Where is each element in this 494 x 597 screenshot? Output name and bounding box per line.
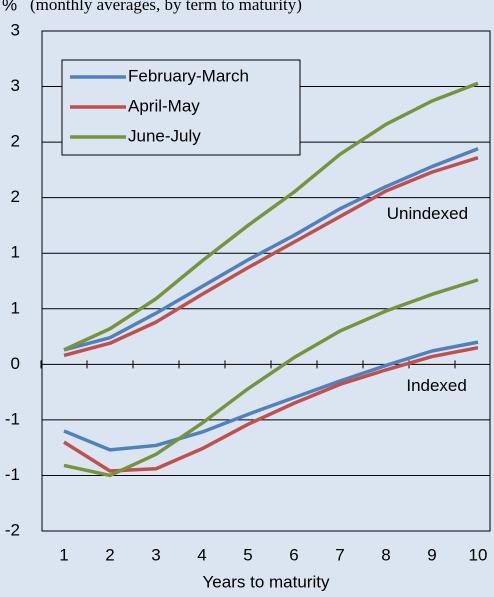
y-tick-label: 0 xyxy=(11,354,20,373)
x-tick-label: 5 xyxy=(243,545,252,564)
x-tick-label: 9 xyxy=(427,545,436,564)
y-tick-label: -1 xyxy=(5,465,20,484)
series-line xyxy=(63,155,479,358)
y-tick-label: 3 xyxy=(11,76,20,95)
x-tick-label: 6 xyxy=(289,545,298,564)
legend-label: April-May xyxy=(128,96,200,115)
y-tick-label: 1 xyxy=(11,243,20,262)
x-tick-label: 2 xyxy=(105,545,114,564)
plot-frame xyxy=(41,30,491,532)
legend-label: June-July xyxy=(128,126,201,145)
series-line xyxy=(63,147,479,352)
x-tick-label: 8 xyxy=(381,545,390,564)
annotation: Indexed xyxy=(406,376,467,395)
x-tick-label: 3 xyxy=(151,545,160,564)
y-tick-label: -1 xyxy=(5,409,20,428)
x-tick-label: 10 xyxy=(469,545,488,564)
x-axis-label: Years to maturity xyxy=(203,572,330,591)
series-line xyxy=(63,278,479,478)
x-tick-label: 1 xyxy=(59,545,68,564)
y-unit: % xyxy=(2,0,17,14)
series-line xyxy=(63,345,479,473)
y-tick-label: 3 xyxy=(11,20,20,39)
y-tick-label: 2 xyxy=(11,187,20,206)
series-line xyxy=(63,340,479,452)
chart-subtitle: (monthly averages, by term to maturity) xyxy=(30,0,302,14)
legend-label: February-March xyxy=(128,66,249,85)
x-tick-label: 7 xyxy=(335,545,344,564)
y-tick-label: -2 xyxy=(5,520,20,539)
y-tick-label: 1 xyxy=(11,298,20,317)
y-tick-label: 2 xyxy=(11,132,20,151)
x-tick-label: 4 xyxy=(197,545,206,564)
annotation: Unindexed xyxy=(387,204,468,223)
series-line xyxy=(63,81,479,352)
